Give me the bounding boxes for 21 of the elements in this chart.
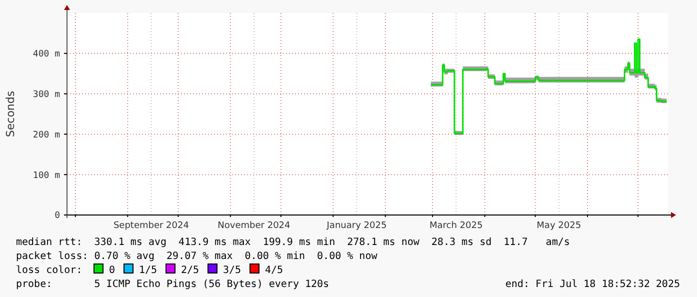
- legend-label: 3/5: [223, 265, 242, 276]
- text: packet loss: 0.70 % avg 29.07 % max 0.00 % min 0.00 % now: [16, 251, 378, 262]
- x-tick-label: May 2025: [536, 221, 582, 231]
- y-tick-label: 0: [54, 211, 60, 222]
- legend-label: 0: [109, 265, 116, 276]
- text: probe: 5 ICMP Echo Pings (56 Bytes) every 120s: [16, 279, 330, 290]
- x-tick-label: November 2024: [218, 221, 291, 231]
- legend-label: 1/5: [139, 265, 158, 276]
- x-tick-label: March 2025: [430, 221, 483, 231]
- y-tick-label: 200 m: [32, 130, 60, 140]
- y-tick-label: 300 m: [32, 90, 60, 100]
- x-tick-label: September 2024: [113, 221, 190, 231]
- y-tick-label: 100 m: [32, 170, 60, 181]
- legend-title: loss color:: [16, 265, 82, 276]
- y-axis-title: Seconds: [4, 90, 17, 138]
- legend-label: 2/5: [181, 265, 200, 276]
- text: median rtt: 330.1 ms avg 413.9 ms max 199.9 ms min 278.1 ms now 28.3 ms sd 11.7 am/s: [16, 237, 570, 248]
- y-tick-label: 400 m: [32, 50, 60, 60]
- text: end: Fri Jul 18 18:52:32 2025: [505, 279, 680, 290]
- legend-label: 4/5: [265, 265, 284, 276]
- x-tick-label: January 2025: [326, 221, 387, 231]
